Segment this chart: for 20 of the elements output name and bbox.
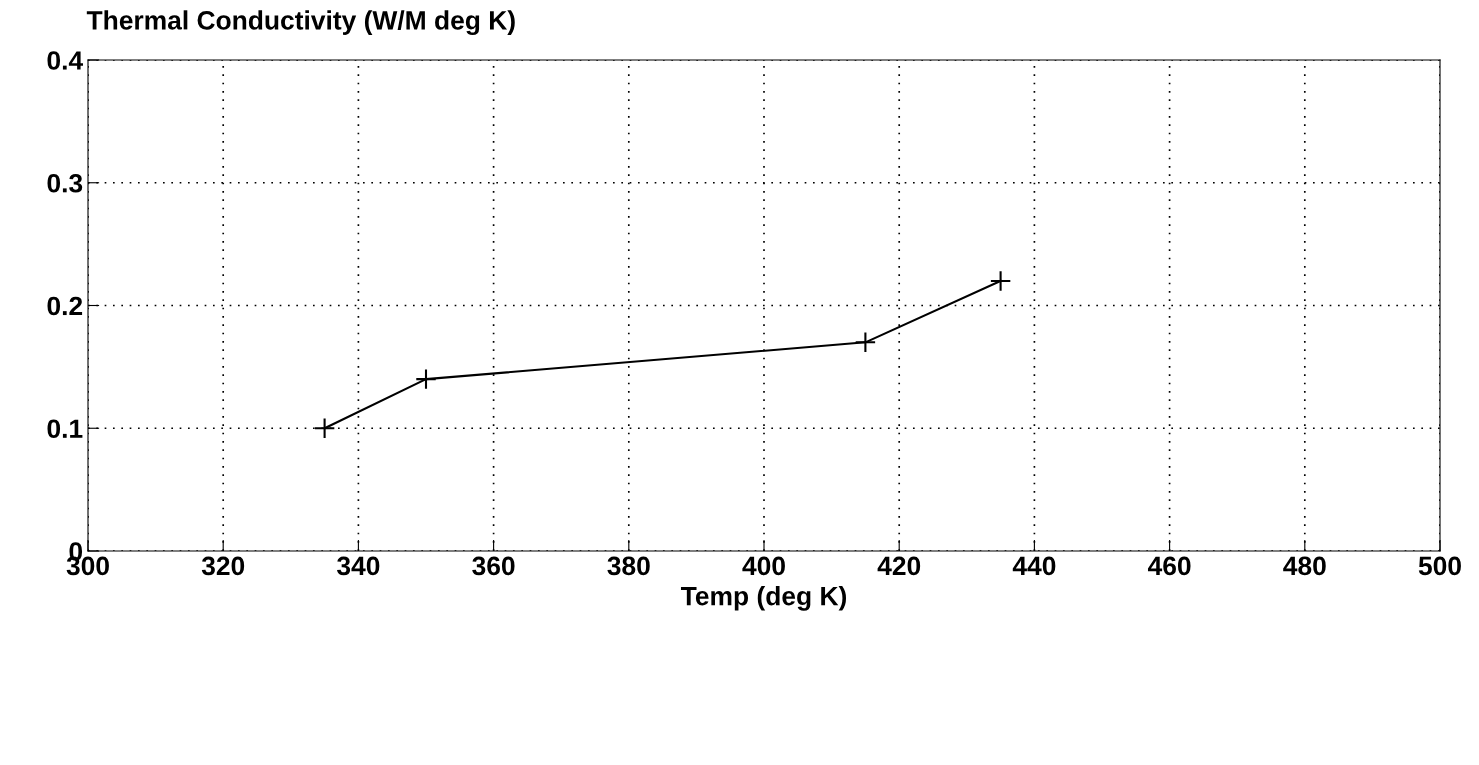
x-tick-label: 360 [472,556,515,576]
x-tick-label: 440 [1012,556,1056,576]
point [854,331,877,354]
point [415,368,437,390]
y-tick-label: 0.2 [47,296,83,316]
y-tick-label: 0.3 [47,173,83,193]
point [313,417,336,440]
x-tick-label: 420 [877,556,921,576]
point [989,270,1012,292]
x-axis-title: Temp (deg K) [680,586,847,611]
y-tick-label: 0.4 [47,51,83,70]
x-tick-label: 400 [742,556,785,576]
x-tick-label: 460 [1147,556,1191,576]
x-tick-label: 340 [336,556,380,576]
chart-title: Thermal Conductivity (W/M deg K) [86,10,515,35]
x-tick-label: 320 [201,556,245,576]
x-tick-label: 380 [607,556,650,576]
x-tick-label: 500 [1418,556,1461,576]
y-tick-label: 0.1 [47,419,83,439]
x-tick-label: 480 [1283,556,1326,576]
